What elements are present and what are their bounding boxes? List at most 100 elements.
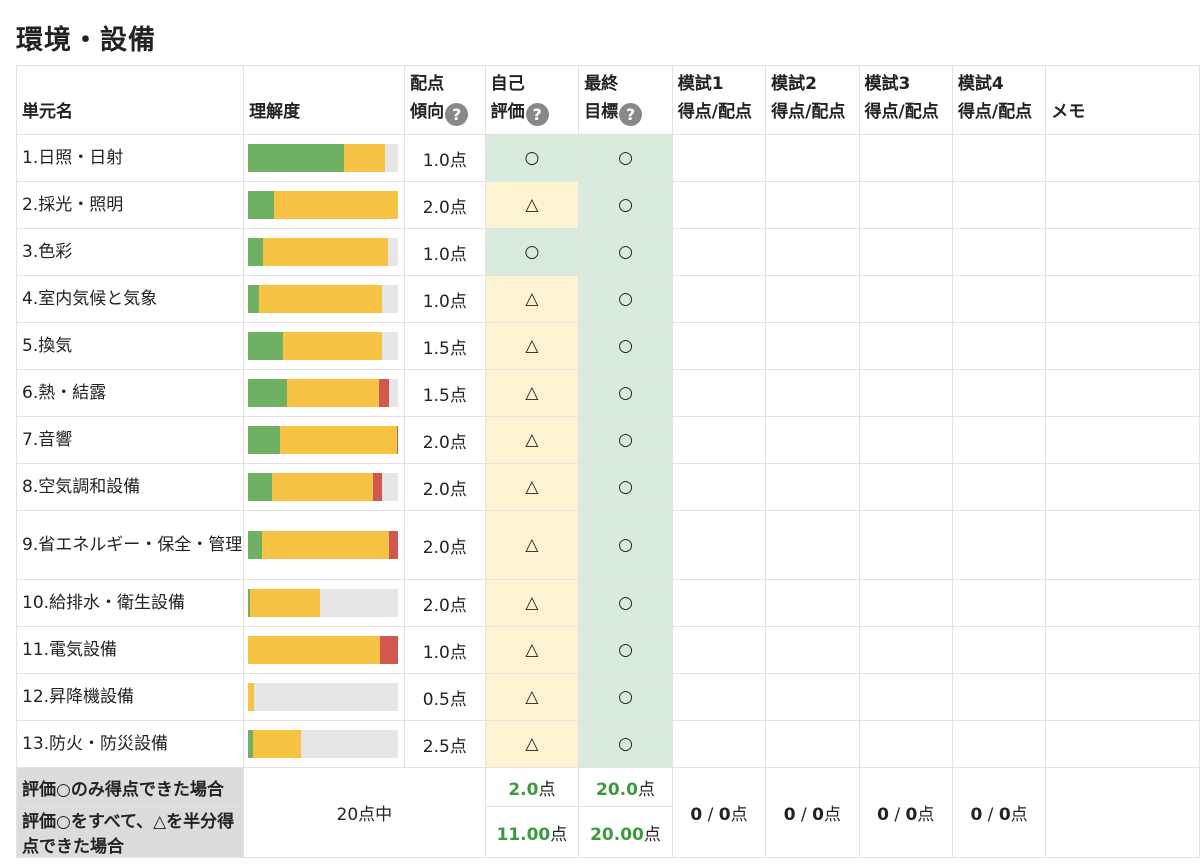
mock3-score-input[interactable] [858, 134, 953, 182]
mock2-score-input[interactable] [765, 673, 860, 721]
mock2-score-input[interactable] [765, 626, 860, 674]
self-eval-select[interactable]: △ [484, 673, 580, 721]
mock1-score-input[interactable] [671, 510, 767, 580]
mock3-score-input[interactable] [858, 626, 953, 674]
mock2-score-input[interactable] [765, 228, 860, 276]
mock4-score-input[interactable] [951, 463, 1047, 511]
memo-input[interactable] [1045, 579, 1200, 627]
mock1-score-input[interactable] [671, 369, 767, 417]
memo-input[interactable] [1045, 510, 1200, 580]
mock1-score-input[interactable] [671, 322, 767, 370]
mock2-score-input[interactable] [765, 579, 860, 627]
understanding-bar [248, 285, 399, 313]
mock3-score-input[interactable] [858, 720, 953, 768]
final-goal-select[interactable]: ○ [578, 510, 673, 580]
mock3-score-input[interactable] [858, 510, 953, 580]
mock2-score-input[interactable] [765, 463, 860, 511]
self-eval-select[interactable]: ○ [484, 134, 580, 182]
mock4-score-input[interactable] [951, 626, 1047, 674]
mock4-score-input[interactable] [951, 416, 1047, 464]
memo-input[interactable] [1045, 275, 1200, 323]
unit-name: 9.省エネルギー・保全・管理 [15, 510, 245, 580]
mock1-score-input[interactable] [671, 579, 767, 627]
mock1-score-input[interactable] [671, 673, 767, 721]
final-goal-select[interactable]: ○ [578, 463, 673, 511]
mock4-score-input[interactable] [951, 510, 1047, 580]
header-final-goal-line1: 最終 [584, 74, 619, 94]
mock4-score-input[interactable] [951, 181, 1047, 229]
memo-input[interactable] [1045, 463, 1200, 511]
mock4-score-input[interactable] [951, 579, 1047, 627]
final-goal-select[interactable]: ○ [578, 228, 673, 276]
final-goal-select[interactable]: ○ [578, 416, 673, 464]
mock1-score-input[interactable] [671, 626, 767, 674]
mock2-score-input[interactable] [765, 134, 860, 182]
final-goal-select[interactable]: ○ [578, 673, 673, 721]
help-icon[interactable]: ? [445, 103, 469, 126]
mock3-score-input[interactable] [858, 463, 953, 511]
mock3-score-input[interactable] [858, 369, 953, 417]
memo-input[interactable] [1045, 369, 1200, 417]
understanding-cell [243, 134, 406, 182]
final-goal-select[interactable]: ○ [578, 134, 673, 182]
final-goal-select[interactable]: ○ [578, 626, 673, 674]
memo-input[interactable] [1045, 134, 1200, 182]
mock4-score-input[interactable] [951, 322, 1047, 370]
mock2-score-input[interactable] [765, 720, 860, 768]
self-eval-select[interactable]: △ [484, 626, 580, 674]
mock1-score-input[interactable] [671, 416, 767, 464]
final-goal-select[interactable]: ○ [578, 579, 673, 627]
self-eval-select[interactable]: △ [484, 181, 580, 229]
self-eval-select[interactable]: △ [484, 579, 580, 627]
self-eval-select[interactable]: △ [484, 275, 580, 323]
help-icon[interactable]: ? [619, 103, 643, 126]
mock1-score-input[interactable] [671, 720, 767, 768]
memo-input[interactable] [1045, 720, 1200, 768]
mock2-score-input[interactable] [765, 416, 860, 464]
memo-input[interactable] [1045, 228, 1200, 276]
mock2-score-input[interactable] [765, 275, 860, 323]
mock2-score-input[interactable] [765, 510, 860, 580]
final-goal-select[interactable]: ○ [578, 275, 673, 323]
self-eval-select[interactable]: ○ [484, 228, 580, 276]
mock3-score-input[interactable] [858, 322, 953, 370]
mock4-score-input[interactable] [951, 673, 1047, 721]
memo-input[interactable] [1045, 626, 1200, 674]
mock2-score-input[interactable] [765, 181, 860, 229]
self-eval-select[interactable]: △ [484, 720, 580, 768]
self-eval-select[interactable]: △ [484, 510, 580, 580]
memo-input[interactable] [1045, 416, 1200, 464]
mock3-score-input[interactable] [858, 579, 953, 627]
mock3-score-input[interactable] [858, 416, 953, 464]
mock4-score-input[interactable] [951, 720, 1047, 768]
help-icon[interactable]: ? [525, 103, 549, 126]
memo-input[interactable] [1045, 673, 1200, 721]
self-eval-select[interactable]: △ [484, 369, 580, 417]
self-eval-select[interactable]: △ [484, 322, 580, 370]
mock1-score-input[interactable] [671, 181, 767, 229]
final-goal-select[interactable]: ○ [578, 181, 673, 229]
mock2-score-input[interactable] [765, 322, 860, 370]
final-goal-select[interactable]: ○ [578, 369, 673, 417]
memo-input[interactable] [1045, 322, 1200, 370]
mock1-score-input[interactable] [671, 134, 767, 182]
self-eval-select[interactable]: △ [484, 416, 580, 464]
mock3-score-input[interactable] [858, 228, 953, 276]
mock1-score-input[interactable] [671, 463, 767, 511]
mock4-score-input[interactable] [951, 134, 1047, 182]
mock2-score-input[interactable] [765, 369, 860, 417]
final-goal-select[interactable]: ○ [578, 322, 673, 370]
mock4-score-input[interactable] [951, 275, 1047, 323]
mock4-score-input[interactable] [951, 228, 1047, 276]
understanding-bar-yellow [272, 473, 373, 501]
mock3-score-input[interactable] [858, 181, 953, 229]
memo-input[interactable] [1045, 181, 1200, 229]
self-eval-select[interactable]: △ [484, 463, 580, 511]
final-goal-select[interactable]: ○ [578, 720, 673, 768]
mock1-score-input[interactable] [671, 275, 767, 323]
mock3-score-input[interactable] [858, 275, 953, 323]
mock3-score-input[interactable] [858, 673, 953, 721]
table-row: 6.熱・結露 1.5点 △ ○ [15, 369, 1200, 417]
mock4-score-input[interactable] [951, 369, 1047, 417]
mock1-score-input[interactable] [671, 228, 767, 276]
